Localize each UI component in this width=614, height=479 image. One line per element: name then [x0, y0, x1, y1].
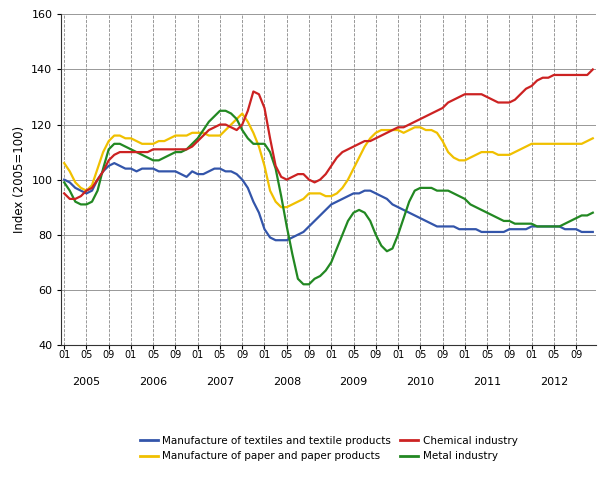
Y-axis label: Index (2005=100): Index (2005=100): [13, 126, 26, 233]
Legend: Manufacture of textiles and textile products, Manufacture of paper and paper pro: Manufacture of textiles and textile prod…: [139, 436, 518, 461]
